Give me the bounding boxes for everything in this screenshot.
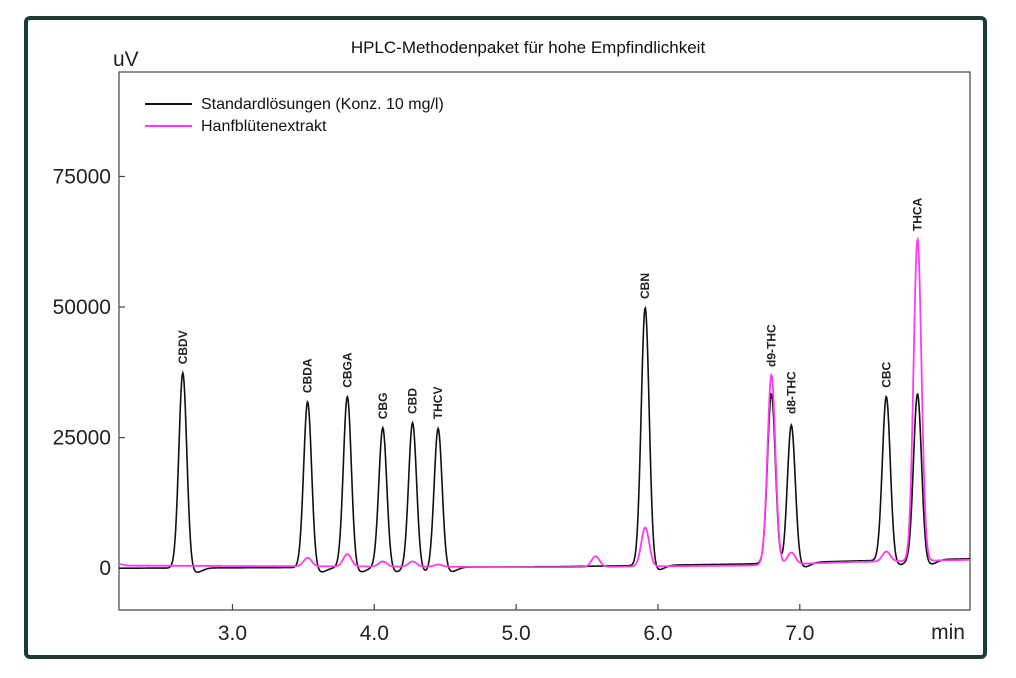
peak-label: CBDV xyxy=(176,330,190,364)
peak-label: CBG xyxy=(376,393,390,420)
legend-label-standard: Standardlösungen (Konz. 10 mg/l) xyxy=(201,96,444,113)
x-tick-label: 5.0 xyxy=(502,622,531,645)
peak-label: CBD xyxy=(406,388,420,414)
series-layer xyxy=(118,236,971,574)
peak-label: d8-THC xyxy=(784,371,798,414)
x-tick-label: 6.0 xyxy=(643,622,672,645)
peak-label: CBC xyxy=(879,361,893,387)
x-axis-label: min xyxy=(931,621,965,644)
peak-label: THCA xyxy=(911,197,925,231)
y-tick-label: 25000 xyxy=(53,427,111,450)
series-line-1 xyxy=(118,236,971,569)
y-axis-label: uV xyxy=(113,48,139,71)
ticks-layer: 3.0 4.0 5.0 6.0 7.0 0 25000 50000 75000 xyxy=(53,165,815,645)
peak-label: d9-THC xyxy=(764,324,778,367)
chart-title: HPLC-Methodenpaket für hohe Empfindlichk… xyxy=(351,38,706,57)
y-tick-label: 50000 xyxy=(53,296,111,319)
legend: Standardlösungen (Konz. 10 mg/l) Hanfblü… xyxy=(145,96,444,135)
peak-label: CBN xyxy=(638,273,652,299)
series-line-0 xyxy=(119,305,971,574)
y-tick-label: 75000 xyxy=(53,165,111,188)
plot-area xyxy=(118,71,971,611)
x-tick-label: 7.0 xyxy=(785,622,814,645)
chart-frame xyxy=(24,16,987,659)
peak-label: CBDA xyxy=(301,358,315,393)
y-tick-label: 0 xyxy=(99,557,111,580)
legend-label-extract: Hanfblütenextrakt xyxy=(201,118,327,135)
peak-label: THCV xyxy=(431,387,445,420)
peak-labels-layer: CBDV CBDA CBGA CBG CBD THCV CBN d9-THC d8-THC CBC… xyxy=(176,197,925,419)
x-tick-label: 3.0 xyxy=(218,622,247,645)
peak-label: CBGA xyxy=(340,352,354,388)
x-tick-label: 4.0 xyxy=(360,622,389,645)
